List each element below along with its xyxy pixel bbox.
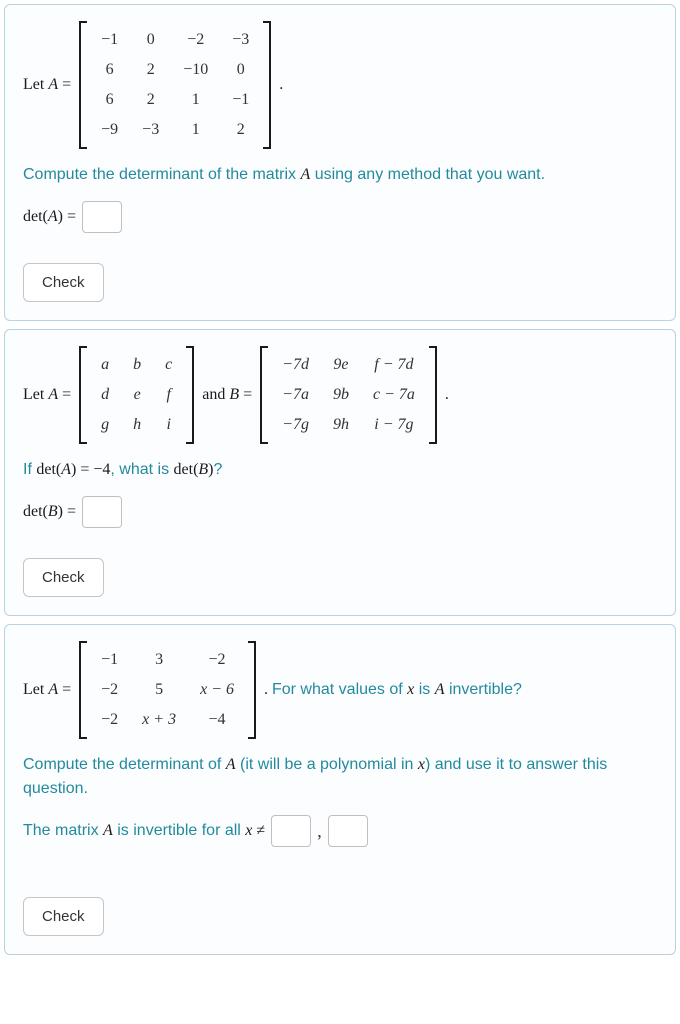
symbol-A: A — [48, 76, 58, 94]
if-line: If det(A) = −4, what is det(B)? — [23, 458, 657, 482]
detB-input[interactable] — [82, 496, 122, 528]
matrix-B: −7d9ef − 7d −7a9bc − 7a −7g9hi − 7g — [260, 346, 437, 444]
let-label: Let — [23, 386, 44, 404]
matrix-A: −13−2 −25x − 6 −2x + 3−4 — [79, 641, 256, 739]
problem-card-2: Let A = abc def ghi and B = −7d9ef − 7d … — [4, 329, 676, 616]
let-line: Let A = −13−2 −25x − 6 −2x + 3−4 . For w… — [23, 641, 657, 739]
let-label: Let — [23, 76, 44, 94]
answer-line: det(B) = — [23, 496, 657, 528]
check-button[interactable]: Check — [23, 897, 104, 936]
check-button[interactable]: Check — [23, 263, 104, 302]
period: . — [279, 76, 283, 94]
det-label: det(B) = — [23, 503, 76, 521]
prompt-text-2: Compute the determinant of A (it will be… — [23, 753, 657, 801]
detA-input[interactable] — [82, 201, 122, 233]
answer-text: The matrix A is invertible for all x ≠ — [23, 819, 265, 843]
period: . — [264, 681, 268, 699]
symbol-A: A — [48, 386, 58, 404]
answer-line: det(A) = — [23, 201, 657, 233]
equals: = — [243, 386, 252, 404]
equals: = — [62, 386, 71, 404]
let-line: Let A = abc def ghi and B = −7d9ef − 7d … — [23, 346, 657, 444]
problem-card-1: Let A = −10−2−3 62−100 621−1 −9−312 . Co… — [4, 4, 676, 321]
symbol-B: B — [229, 386, 239, 404]
problem-card-3: Let A = −13−2 −25x − 6 −2x + 3−4 . For w… — [4, 624, 676, 955]
let-line: Let A = −10−2−3 62−100 621−1 −9−312 . — [23, 21, 657, 149]
matrix-A: −10−2−3 62−100 621−1 −9−312 — [79, 21, 271, 149]
let-label: Let — [23, 681, 44, 699]
period: . — [445, 386, 449, 404]
equals: = — [62, 76, 71, 94]
matrix-A: abc def ghi — [79, 346, 194, 444]
check-button[interactable]: Check — [23, 558, 104, 597]
comma: , — [317, 821, 322, 842]
x2-input[interactable] — [328, 815, 368, 847]
symbol-A: A — [48, 681, 58, 699]
answer-line: The matrix A is invertible for all x ≠ , — [23, 815, 657, 847]
and-label: and — [202, 386, 225, 404]
prompt-text: Compute the determinant of the matrix A … — [23, 163, 657, 187]
equals: = — [62, 681, 71, 699]
inline-prompt: For what values of x is A invertible? — [272, 678, 522, 702]
det-label: det(A) = — [23, 208, 76, 226]
x1-input[interactable] — [271, 815, 311, 847]
